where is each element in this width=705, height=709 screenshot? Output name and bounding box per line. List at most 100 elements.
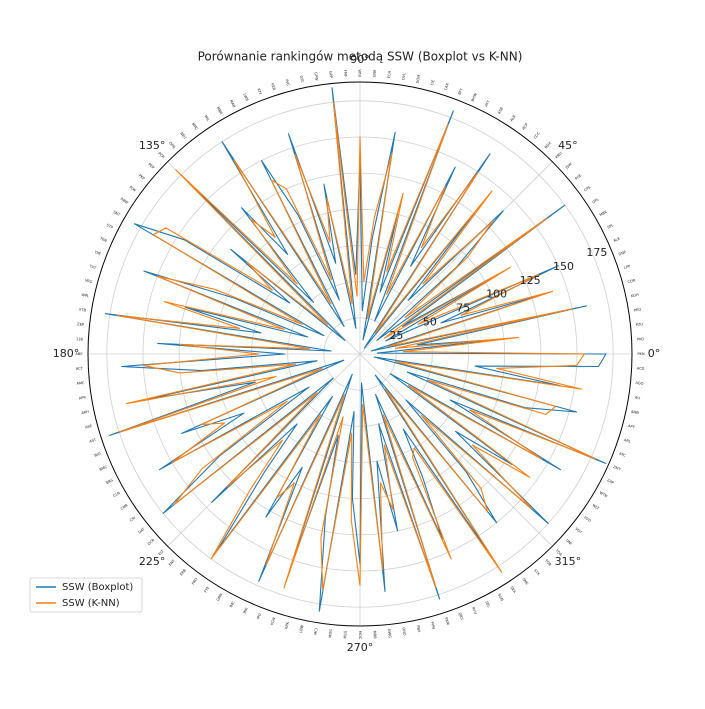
category-label: PGE: [574, 173, 583, 181]
category-label: SKA: [509, 586, 516, 595]
category-label: SNT: [113, 210, 122, 217]
outer-frame: [87, 81, 633, 627]
category-label: MBR: [216, 106, 224, 115]
category-label: ENT: [168, 558, 176, 567]
category-label: DNP: [618, 250, 627, 257]
category-label: LWB: [242, 93, 249, 102]
category-label: RBW: [120, 197, 130, 205]
chart-title: Porównanie rankingów metodą SSW (Boxplot…: [198, 50, 523, 64]
legend: SSW (Boxplot) SSW (K-NN): [29, 577, 143, 613]
category-label: BFT: [458, 87, 464, 95]
category-label: NEU: [179, 131, 187, 140]
category-label: PCR: [157, 151, 165, 159]
category-label: DCR: [147, 538, 156, 547]
category-label: APT: [628, 424, 636, 430]
category-label: TXT: [88, 264, 97, 270]
category-label: VOT: [574, 527, 583, 535]
category-label: AST: [89, 438, 98, 444]
category-label: CPS: [583, 185, 592, 193]
category-label: PXM: [444, 617, 450, 626]
category-label: GPW: [313, 72, 318, 81]
grid-spoke: [167, 353, 361, 547]
category-label: TEN: [98, 236, 107, 243]
category-label: ZEP: [77, 322, 85, 327]
category-label: CLN: [113, 491, 122, 498]
category-label: RVU: [471, 607, 478, 616]
category-label: KTY: [256, 88, 262, 96]
category-label: OPL: [592, 197, 600, 204]
category-label: MRB: [372, 630, 376, 639]
category-label: ATT: [484, 99, 491, 107]
category-label: ACT: [76, 366, 84, 370]
grid-spoke: [359, 161, 553, 355]
category-label: AMC: [76, 381, 85, 386]
category-label: CCC: [533, 131, 541, 140]
category-label: MCI: [314, 628, 319, 635]
category-label: MAB: [229, 99, 236, 108]
category-label: PKN: [637, 352, 645, 356]
category-label: ABE: [75, 352, 83, 356]
angle-tick-label: 45°: [558, 139, 578, 152]
category-label: CMR: [120, 503, 129, 511]
angle-tick-label: 270°: [347, 641, 374, 654]
category-label: STP: [106, 223, 114, 230]
category-label: APR: [79, 395, 87, 400]
radial-tick-label: 150: [553, 260, 574, 273]
category-label: WLT: [592, 503, 601, 511]
series-line: [105, 87, 607, 612]
category-label: ATC: [618, 452, 626, 458]
category-label: ACG: [637, 367, 645, 371]
category-label: OND: [401, 627, 406, 636]
category-label: CRI: [129, 516, 136, 523]
radial-tick-label: 100: [486, 288, 507, 301]
category-label: GTC: [299, 75, 305, 83]
category-label: SNK: [521, 577, 529, 586]
category-label: SEL: [484, 601, 491, 609]
category-label: IMC: [229, 600, 236, 608]
category-label: KGN: [270, 617, 276, 626]
category-label: SGN: [497, 593, 504, 602]
category-label: ENA: [373, 69, 377, 77]
category-label: MOC: [358, 631, 362, 640]
category-label: AMB: [631, 410, 640, 416]
legend-label: SSW (Boxplot): [62, 582, 133, 593]
radial-tick-label: 75: [456, 301, 470, 314]
category-label: MBK: [599, 209, 608, 217]
category-label: PBX: [416, 625, 421, 633]
radial-tick-label: 125: [520, 274, 541, 287]
category-label: MDG: [328, 629, 333, 638]
category-label: 11B: [76, 337, 84, 341]
category-label: VVD: [583, 515, 592, 523]
category-label: FMF: [343, 70, 347, 77]
category-label: PKP: [138, 173, 146, 181]
category-label: SPL: [607, 223, 615, 229]
category-label: ACP: [521, 122, 529, 131]
radial-tick-label: 50: [423, 315, 437, 328]
category-label: ARL: [623, 438, 631, 444]
category-label: GPP: [328, 71, 333, 79]
category-label: BMC: [99, 465, 108, 472]
category-label: KGH: [631, 293, 640, 299]
category-label: KRU: [555, 151, 563, 159]
category-label: WTN: [599, 491, 609, 499]
category-label: DVL: [401, 73, 406, 81]
category-label: DOM: [416, 74, 422, 83]
category-label: PEP: [147, 162, 155, 170]
angle-tick-label: 225°: [139, 555, 166, 568]
series-line: [116, 101, 596, 591]
category-label: KER: [270, 83, 276, 91]
category-label: ASB: [497, 106, 504, 115]
category-label: TOA: [554, 548, 563, 557]
angle-tick-label: 135°: [139, 139, 166, 152]
category-label: AGO: [635, 381, 644, 386]
category-label: ALI: [634, 396, 640, 401]
angle-tick-label: 90°: [350, 53, 370, 66]
category-label: BHW: [471, 92, 478, 102]
angle-tick-label: 315°: [555, 555, 582, 568]
category-label: XTB: [79, 308, 87, 313]
radial-tick-label: 175: [586, 246, 607, 259]
category-label: CAR: [444, 82, 450, 91]
category-label: INK: [243, 607, 249, 615]
